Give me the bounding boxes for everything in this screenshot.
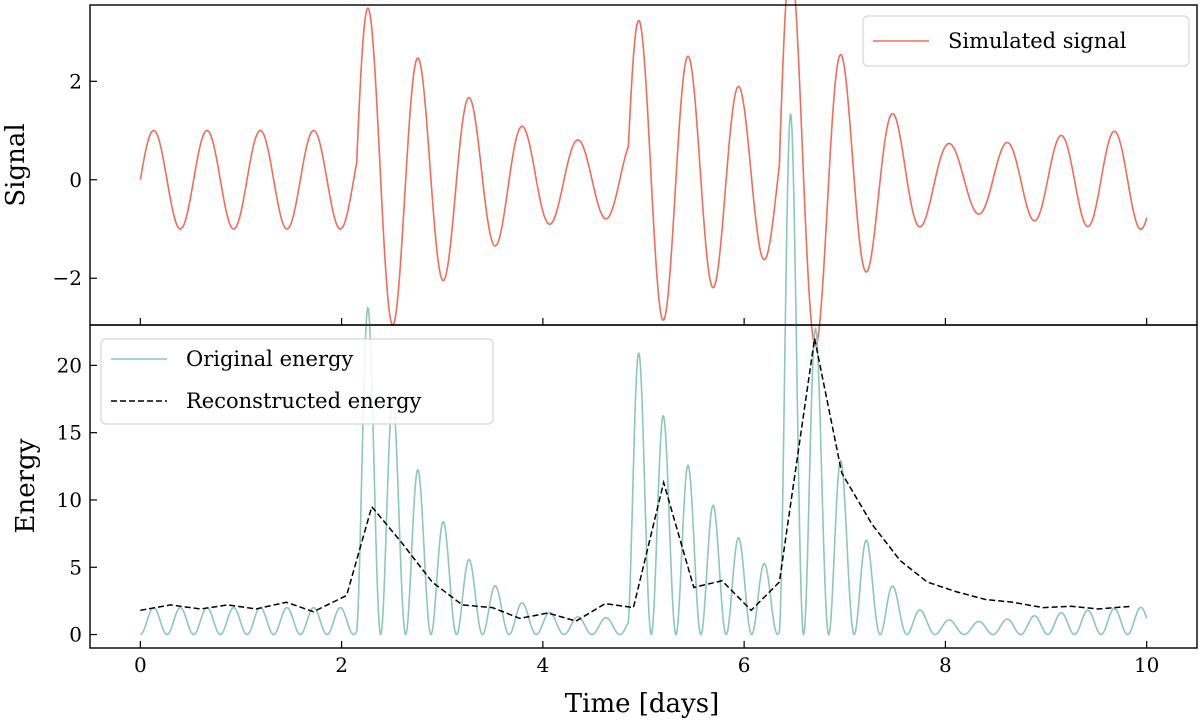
signal-legend-box [862,15,1190,67]
energy-y-tick-label: 0 [69,623,82,647]
signal-y-axis-label: Signal [1,123,31,206]
energy-ticks: 0 5 10 15 20 0 2 4 6 8 10 [57,353,1160,677]
energy-y-tick-label: 5 [69,555,82,579]
signal-y-tick-label: 2 [69,69,82,93]
signal-ticks: −2 0 2 [53,69,1148,325]
energy-y-tick-label: 10 [57,488,82,512]
x-tick-label: 0 [134,653,147,677]
energy-panel: 0 5 10 15 20 0 2 4 6 8 10 Energy Time [days] Origi… [11,112,1198,719]
energy-series-group [140,112,1148,637]
x-tick-label: 4 [536,653,549,677]
signal-y-tick-label: −2 [53,266,82,290]
legend-label-original-energy: Original energy [186,347,353,371]
x-tick-label: 8 [939,653,952,677]
x-tick-label: 6 [738,653,751,677]
original-energy-line [140,112,1148,637]
x-tick-label: 10 [1134,653,1159,677]
energy-y-axis-label: Energy [11,438,41,533]
energy-axes-frame [89,324,1198,649]
reconstructed-energy-line [140,338,1132,622]
simulated-signal-line [139,0,1148,347]
x-tick-label: 2 [335,653,348,677]
x-axis-label: Time [days] [565,689,719,719]
energy-y-tick-label: 20 [57,353,82,377]
signal-series-group [139,0,1148,347]
signal-panel: −2 0 2 Signal Simulated signal [1,0,1198,347]
energy-legend: Original energy Reconstructed energy [100,338,494,425]
energy-y-tick-label: 15 [57,421,82,445]
signal-y-tick-label: 0 [69,168,82,192]
legend-label-simulated-signal: Simulated signal [948,29,1127,53]
signal-legend: Simulated signal [862,15,1190,67]
energy-legend-box [100,338,494,425]
legend-label-reconstructed-energy: Reconstructed energy [186,389,422,413]
